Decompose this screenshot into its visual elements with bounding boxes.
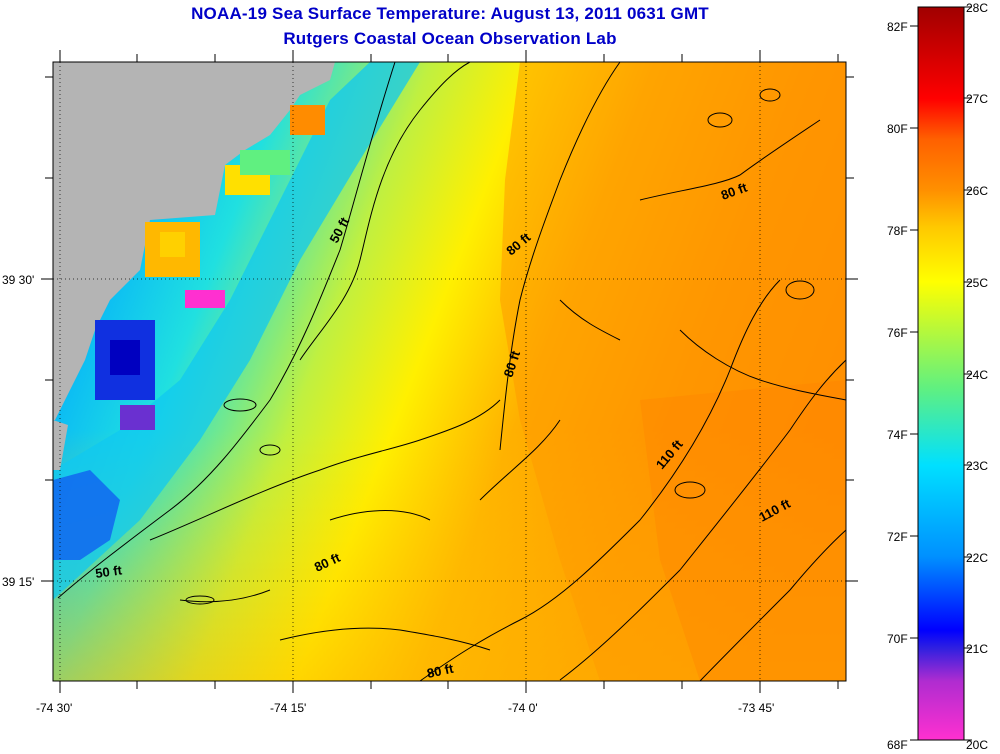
contour-label-80ft-bottom: 80 ft <box>426 661 456 681</box>
map-title: NOAA-19 Sea Surface Temperature: August … <box>191 4 709 23</box>
lon-tick-label: -74 30' <box>36 701 72 715</box>
axis-ticks <box>41 50 858 693</box>
colorbar-f-label: 78F <box>887 224 908 238</box>
colorbar-f-label: 72F <box>887 530 908 544</box>
map-subtitle: Rutgers Coastal Ocean Observation Lab <box>283 29 617 48</box>
colorbar-c-label: 20C <box>966 738 988 752</box>
colorbar-f-label: 70F <box>887 632 908 646</box>
colorbar-c-label: 23C <box>966 459 988 473</box>
colorbar-c-label: 21C <box>966 642 988 656</box>
colorbar-c-label: 24C <box>966 368 988 382</box>
colorbar-f-label: 74F <box>887 428 908 442</box>
bathymetry-contours <box>57 61 847 682</box>
graticule <box>53 62 846 681</box>
lat-tick-label: 39 15' <box>2 575 34 589</box>
colorbar-c-label: 28C <box>966 1 988 15</box>
colorbar-f-label: 80F <box>887 122 908 136</box>
lon-tick-label: -74 15' <box>270 701 306 715</box>
colorbar-gradient <box>917 6 965 741</box>
colorbar-f-label: 68F <box>887 738 908 752</box>
map-frame <box>52 61 847 682</box>
land-mass <box>53 62 335 420</box>
lat-tick-label: 39 30' <box>2 273 34 287</box>
colorbar-c-label: 26C <box>966 184 988 198</box>
cool-water-zone <box>53 62 420 600</box>
lon-tick-label: -73 45' <box>738 701 774 715</box>
colorbar-c-label: 27C <box>966 92 988 106</box>
sst-map: 50 ft 50 ft 80 ft 80 ft 80 ft 80 ft 80 f… <box>2 50 858 715</box>
contour-label-50ft-south: 50 ft <box>94 562 123 581</box>
lon-tick-label: -74 0' <box>508 701 538 715</box>
colorbar-f-label: 76F <box>887 326 908 340</box>
colorbar-c-label: 25C <box>966 276 988 290</box>
colorbar-c-label: 22C <box>966 551 988 565</box>
